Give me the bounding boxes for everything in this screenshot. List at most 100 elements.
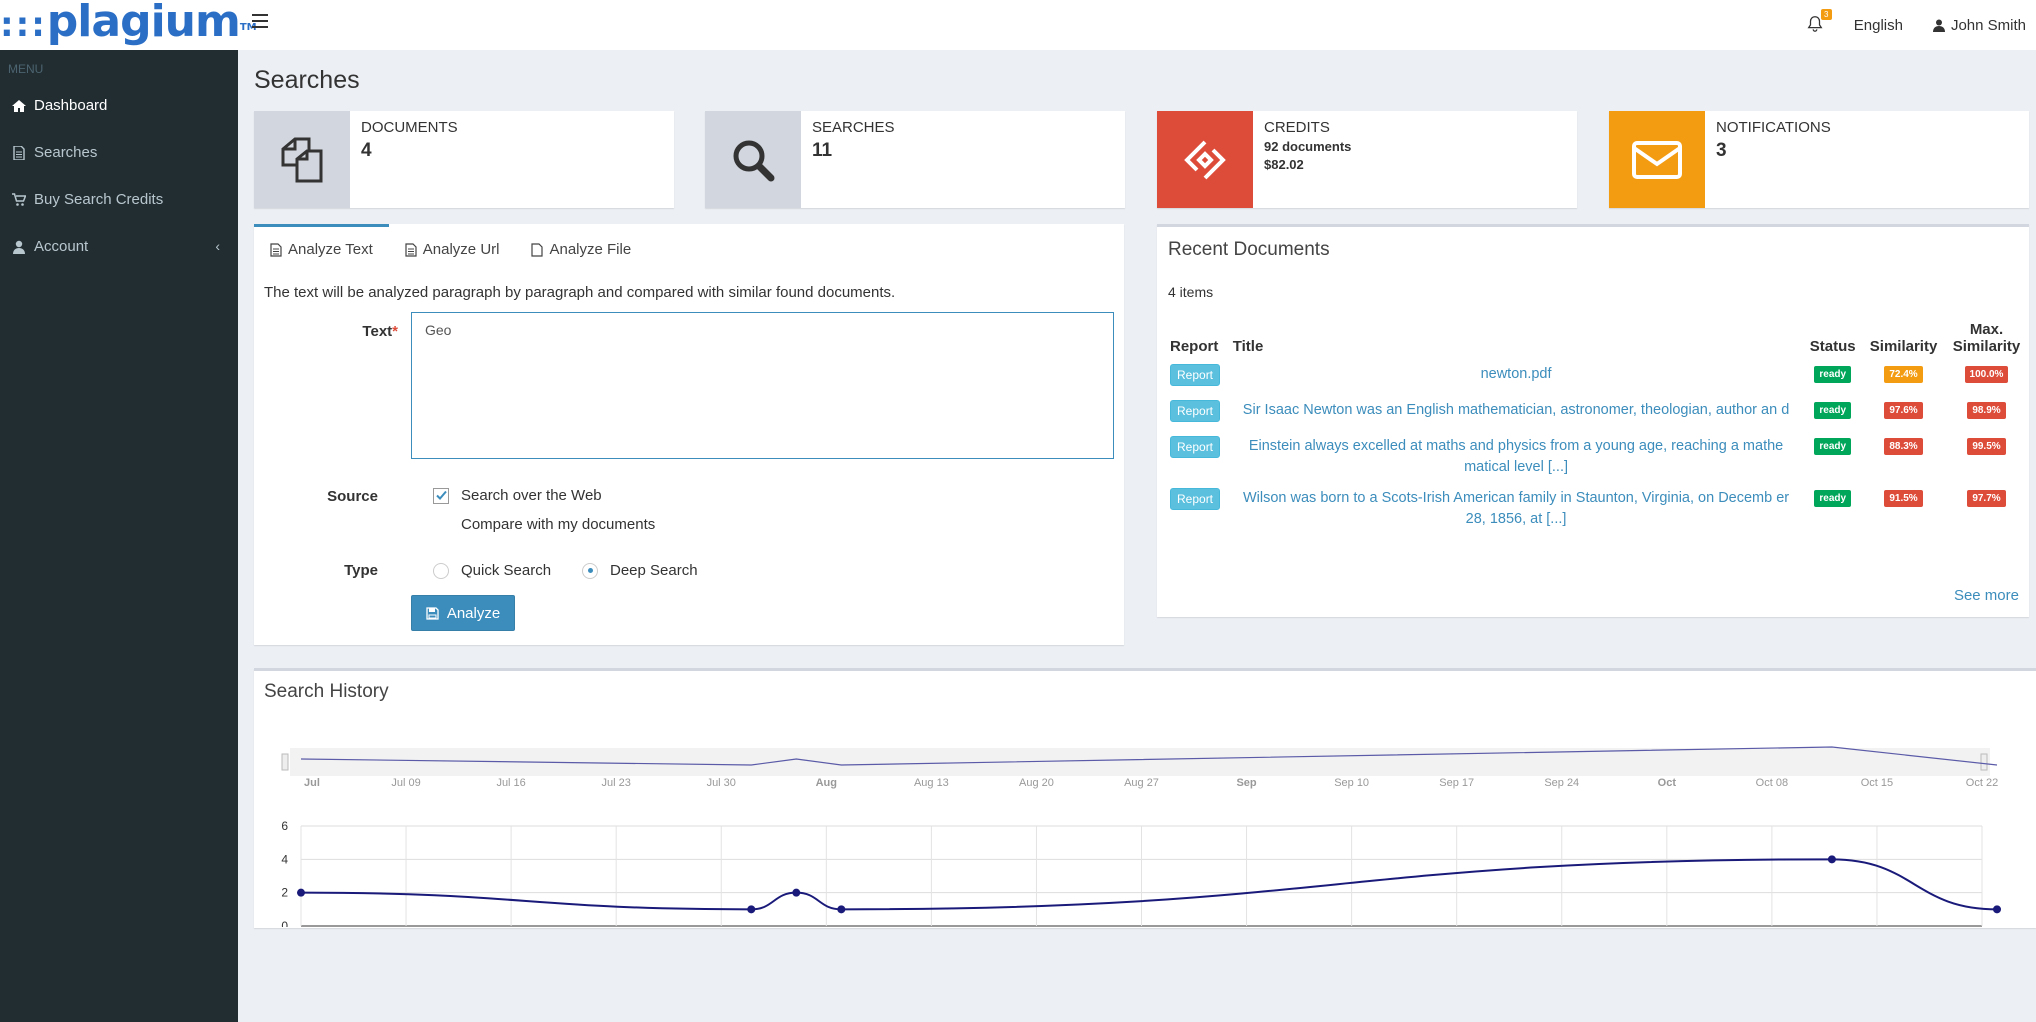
report-button[interactable]: Report — [1170, 488, 1221, 510]
navigator-tick-label: Oct 08 — [1756, 777, 1788, 789]
file-text-icon — [405, 242, 417, 257]
home-icon — [12, 99, 26, 112]
table-row: Report Wilson was born to a Scots-Irish A… — [1167, 483, 2029, 535]
status-badge: ready — [1814, 402, 1852, 419]
type-label: Type — [344, 562, 378, 579]
report-button[interactable]: Report — [1170, 400, 1221, 422]
radio-selected-icon — [582, 562, 598, 579]
text-field-label: Text* — [362, 323, 398, 340]
navigator-tick-label: Aug 27 — [1124, 777, 1159, 789]
analyze-button[interactable]: Analyze — [411, 595, 515, 631]
user-name: John Smith — [1950, 16, 2026, 34]
searches-stat-box: SEARCHES 11 — [705, 111, 1125, 208]
document-title-link[interactable]: Sir Isaac Newton was an English mathemat… — [1242, 402, 1790, 418]
col-header-status: Status — [1809, 338, 1856, 355]
sidebar: MENU Dashboard Searches Buy Search Credi… — [0, 50, 238, 1022]
similarity-badge: 97.6% — [1884, 402, 1923, 419]
user-menu[interactable]: John Smith — [1932, 16, 2026, 34]
file-text-icon — [270, 242, 282, 257]
data-point — [792, 888, 801, 897]
document-title-link[interactable]: Wilson was born to a Scots-Irish America… — [1242, 490, 1790, 527]
table-row: Report Einstein always excelled at maths … — [1167, 431, 2029, 483]
data-point — [837, 905, 846, 914]
plagium-logo[interactable]: :::plagiumTM — [0, 0, 257, 47]
link-icon — [1157, 111, 1253, 208]
similarity-badge: 88.3% — [1884, 438, 1923, 455]
checkbox-checked-icon — [433, 487, 449, 504]
quick-search-radio[interactable]: Quick Search — [433, 562, 551, 579]
col-header-report: Report — [1170, 338, 1219, 355]
credits-label: CREDITS — [1264, 119, 1330, 136]
navigator-tick-label: Aug 20 — [1019, 777, 1054, 789]
max-similarity-badge: 98.9% — [1967, 402, 2006, 419]
status-badge: ready — [1814, 366, 1852, 383]
sidebar-item-dashboard[interactable]: Dashboard — [0, 82, 238, 129]
data-point — [297, 888, 305, 897]
navigator-tick-label: Sep 10 — [1334, 777, 1369, 789]
navigator-tick-label: Sep — [1236, 777, 1256, 789]
navigator-tick-label: Jul 23 — [602, 777, 631, 789]
table-row: Report Sir Isaac Newton was an English ma… — [1167, 395, 2029, 431]
chart-navigator — [290, 748, 1990, 776]
navigator-tick-label: Sep 17 — [1439, 777, 1474, 789]
y-tick-label: 2 — [281, 886, 288, 900]
file-icon — [13, 145, 25, 160]
notifications-stat-box: NOTIFICATIONS 3 — [1609, 111, 2029, 208]
sidebar-item-searches[interactable]: Searches — [0, 129, 238, 176]
tab-analyze-file[interactable]: Analyze File — [515, 224, 647, 272]
source-label: Source — [327, 488, 378, 505]
credits-documents: 92 documents — [1264, 139, 1352, 154]
report-button[interactable]: Report — [1170, 436, 1221, 458]
table-row: Report newton.pdf ready 72.4% 100.0% — [1167, 359, 2029, 395]
sidebar-item-account[interactable]: Account ‹ — [0, 223, 238, 270]
navigator-tick-label: Jul — [304, 777, 320, 789]
documents-icon — [254, 111, 350, 208]
navigator-tick-label: Jul 09 — [391, 777, 420, 789]
navigator-left-handle — [281, 753, 289, 771]
documents-count: 4 — [361, 140, 372, 161]
notifications-bell-icon[interactable]: 3 — [1806, 9, 1832, 35]
items-count: 4 items — [1168, 284, 1214, 300]
searches-label: SEARCHES — [812, 119, 895, 136]
sidebar-item-buy-credits[interactable]: Buy Search Credits — [0, 176, 238, 223]
checkbox-unchecked-icon — [433, 517, 449, 533]
report-button[interactable]: Report — [1170, 364, 1221, 386]
similarity-badge: 91.5% — [1884, 490, 1923, 507]
col-header-max-similarity: Max. Similarity — [1952, 321, 2021, 355]
data-point — [1993, 905, 2002, 914]
search-web-checkbox[interactable]: Search over the Web — [433, 487, 602, 504]
credits-stat-box: CREDITS 92 documents $82.02 — [1157, 111, 1577, 208]
sidebar-toggle-icon[interactable] — [252, 14, 268, 28]
see-more-link[interactable]: See more — [1953, 587, 2019, 604]
recent-documents-title: Recent Documents — [1168, 239, 1330, 260]
text-input[interactable] — [411, 312, 1114, 459]
save-icon — [426, 606, 439, 620]
file-icon — [531, 242, 544, 257]
document-title-link[interactable]: newton.pdf — [1480, 366, 1552, 382]
navigator-series-line — [300, 746, 1998, 766]
navigator-tick-label: Aug — [816, 777, 837, 789]
cart-icon — [12, 192, 26, 206]
analyze-description: The text will be analyzed paragraph by p… — [264, 284, 896, 301]
y-tick-label: 6 — [281, 819, 288, 833]
user-icon — [13, 240, 25, 254]
navigator-tick-label: Oct 22 — [1966, 777, 1998, 789]
document-title-link[interactable]: Einstein always excelled at maths and ph… — [1248, 438, 1784, 475]
user-icon — [1932, 19, 1945, 32]
notifications-badge: 3 — [1820, 9, 1832, 20]
y-tick-label: 4 — [281, 852, 288, 866]
navigator-tick-label: Jul 16 — [496, 777, 525, 789]
deep-search-radio[interactable]: Deep Search — [582, 562, 698, 579]
status-badge: ready — [1814, 490, 1852, 507]
compare-documents-checkbox[interactable]: Compare with my documents — [433, 516, 655, 533]
tab-analyze-text[interactable]: Analyze Text — [254, 224, 389, 272]
navigator-tick-label: Oct 15 — [1861, 777, 1893, 789]
max-similarity-badge: 97.7% — [1967, 490, 2006, 507]
tab-analyze-url[interactable]: Analyze Url — [389, 224, 516, 272]
page-title: Searches — [254, 66, 360, 94]
navigator-tick-label: Aug 13 — [914, 777, 949, 789]
language-selector[interactable]: English — [1853, 16, 1903, 34]
chevron-left-icon: ‹ — [215, 238, 220, 254]
col-header-similarity: Similarity — [1869, 338, 1938, 355]
